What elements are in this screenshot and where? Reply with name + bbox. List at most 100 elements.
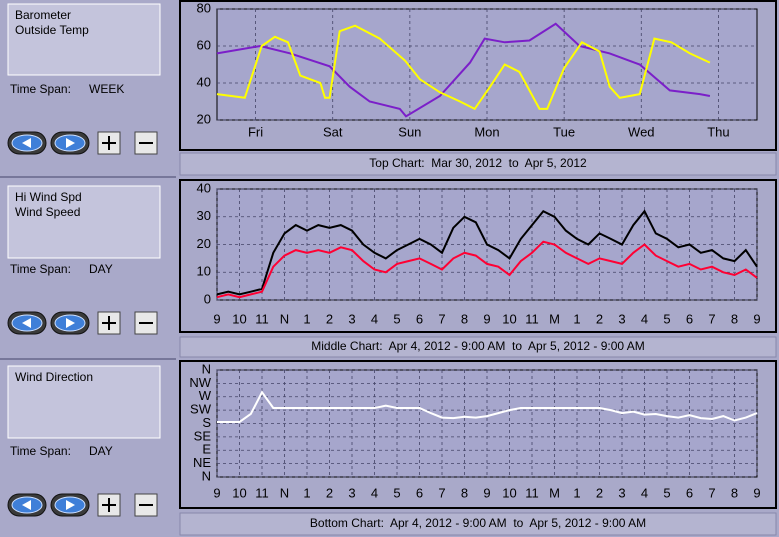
x-tick-label: 7: [708, 311, 715, 326]
x-tick-label: 3: [618, 311, 625, 326]
y-tick-label: W: [199, 388, 212, 403]
x-tick-label: 8: [461, 485, 468, 500]
x-tick-label: 11: [255, 311, 269, 326]
chart-caption: Middle Chart: Apr 4, 2012 - 9:00 AM to A…: [311, 339, 645, 353]
nav-button[interactable]: [7, 311, 47, 335]
x-tick-label: 4: [371, 311, 378, 326]
arrow-icon[interactable]: [22, 500, 31, 510]
legend-entry: Outside Temp: [15, 23, 89, 37]
x-tick-label: 2: [596, 311, 603, 326]
x-tick-label: 9: [753, 311, 760, 326]
time-span-label: Time Span:: [10, 82, 71, 96]
x-tick-label: Mon: [474, 124, 499, 139]
arrow-icon[interactable]: [66, 138, 75, 148]
zoom-in-button[interactable]: [97, 311, 121, 335]
x-tick-label: 7: [708, 485, 715, 500]
zoom-out-button[interactable]: [134, 311, 158, 335]
y-tick-label: SW: [190, 402, 212, 417]
y-tick-label: 80: [197, 0, 211, 15]
nav-button[interactable]: [50, 493, 90, 517]
y-tick-label: 30: [197, 208, 211, 223]
x-tick-label: 5: [393, 485, 400, 500]
arrow-icon[interactable]: [22, 318, 31, 328]
legend-entry: Wind Direction: [15, 370, 93, 384]
x-tick-label: 9: [213, 311, 220, 326]
x-tick-label: Wed: [628, 124, 655, 139]
x-tick-label: 1: [573, 485, 580, 500]
chart-caption: Top Chart: Mar 30, 2012 to Apr 5, 2012: [369, 156, 587, 170]
x-tick-label: 2: [596, 485, 603, 500]
y-tick-label: 10: [197, 264, 211, 279]
x-tick-label: 9: [483, 311, 490, 326]
time-span-label: Time Span:: [10, 444, 71, 458]
x-tick-label: 11: [525, 311, 539, 326]
zoom-in-button[interactable]: [97, 493, 121, 517]
caption-bar: [179, 512, 777, 536]
chart-caption: Bottom Chart: Apr 4, 2012 - 9:00 AM to A…: [310, 516, 646, 530]
x-tick-label: 5: [663, 485, 670, 500]
x-tick-label: 10: [232, 311, 246, 326]
y-tick-label: S: [202, 415, 211, 430]
x-tick-label: 2: [326, 485, 333, 500]
legend-entry: Barometer: [15, 8, 71, 22]
x-tick-label: M: [549, 311, 560, 326]
y-tick-label: 20: [197, 236, 211, 251]
x-tick-label: Sun: [398, 124, 421, 139]
legend-entry: Hi Wind Spd: [15, 190, 82, 204]
x-tick-label: Tue: [553, 124, 575, 139]
x-tick-label: 11: [255, 485, 269, 500]
nav-button[interactable]: [7, 493, 47, 517]
data-line: [217, 390, 758, 423]
x-tick-label: 4: [641, 485, 648, 500]
legend-box: [7, 365, 161, 439]
x-tick-label: 10: [502, 311, 516, 326]
x-tick-label: N: [280, 485, 289, 500]
arrow-icon[interactable]: [22, 138, 31, 148]
y-tick-label: NW: [189, 375, 211, 390]
x-tick-label: 9: [483, 485, 490, 500]
y-tick-label: N: [202, 468, 211, 483]
legend-box: [7, 185, 161, 259]
data-line: [216, 24, 711, 111]
x-tick-label: 8: [731, 485, 738, 500]
x-tick-label: Thu: [707, 124, 729, 139]
x-tick-label: 4: [641, 311, 648, 326]
time-span-label: Time Span:: [10, 262, 71, 276]
x-tick-label: M: [549, 485, 560, 500]
y-tick-label: N: [202, 361, 211, 376]
zoom-in-button[interactable]: [97, 131, 121, 155]
x-tick-label: 8: [731, 311, 738, 326]
x-tick-label: 2: [326, 311, 333, 326]
x-tick-label: 9: [213, 485, 220, 500]
zoom-out-button[interactable]: [134, 493, 158, 517]
nav-button[interactable]: [50, 311, 90, 335]
data-line: [216, 240, 758, 299]
y-tick-label: 40: [197, 180, 211, 195]
x-tick-label: 9: [753, 485, 760, 500]
nav-button[interactable]: [50, 131, 90, 155]
x-tick-label: 6: [416, 485, 423, 500]
legend-box: [7, 3, 161, 76]
x-tick-label: 3: [348, 485, 355, 500]
caption-bar: [179, 152, 777, 176]
y-tick-label: 40: [197, 74, 211, 89]
x-tick-label: 1: [303, 485, 310, 500]
arrow-icon[interactable]: [66, 318, 75, 328]
zoom-out-button[interactable]: [134, 131, 158, 155]
arrow-icon[interactable]: [66, 500, 75, 510]
x-tick-label: 5: [663, 311, 670, 326]
x-tick-label: 7: [438, 485, 445, 500]
x-tick-label: N: [280, 311, 289, 326]
y-tick-label: 0: [204, 291, 211, 306]
nav-button[interactable]: [7, 131, 47, 155]
y-tick-label: NE: [193, 455, 211, 470]
x-tick-label: 6: [416, 311, 423, 326]
x-tick-label: 11: [525, 485, 539, 500]
time-span-value: DAY: [89, 262, 113, 276]
x-tick-label: 4: [371, 485, 378, 500]
x-tick-label: 3: [618, 485, 625, 500]
x-tick-label: 5: [393, 311, 400, 326]
x-tick-label: 6: [686, 311, 693, 326]
x-tick-label: 1: [303, 311, 310, 326]
